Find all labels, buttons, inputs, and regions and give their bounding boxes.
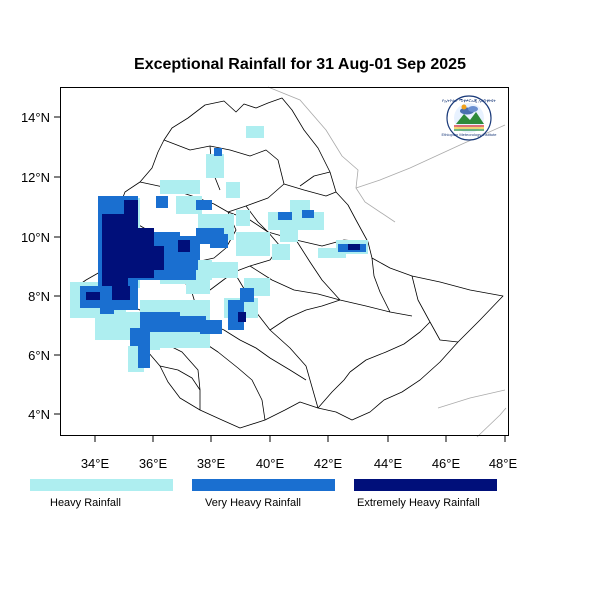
very-heavy-rainfall-pixel — [200, 320, 222, 334]
very-heavy-rainfall-pixel — [228, 300, 244, 330]
x-tick-label: 38°E — [197, 456, 226, 471]
very-heavy-rainfall-pixel — [278, 212, 292, 220]
heavy-rainfall-pixel — [206, 154, 224, 178]
logo-top-text: የኢትዮጵያ ሚቲዎሮሎጂ ኢንስቲትዩት — [442, 98, 496, 103]
x-tick-label: 48°E — [489, 456, 518, 471]
extremely-heavy-rainfall-pixel — [148, 246, 164, 270]
legend-label-extremely-heavy: Extremely Heavy Rainfall — [357, 497, 480, 509]
extremely-heavy-rainfall-pixel — [178, 240, 190, 252]
extremely-heavy-rainfall-pixel — [124, 200, 138, 230]
legend-swatch-heavy — [30, 479, 173, 491]
y-tick-label: 12°N — [21, 170, 50, 185]
legend-swatch-very-heavy — [192, 479, 335, 491]
very-heavy-rainfall-pixel — [210, 234, 228, 248]
extremely-heavy-rainfall-pixel — [86, 292, 100, 300]
map-frame — [60, 87, 509, 436]
very-heavy-rainfall-pixel — [302, 210, 314, 218]
rainfall-layer — [70, 126, 368, 372]
legend-label-heavy: Heavy Rainfall — [50, 497, 121, 509]
heavy-rainfall-pixel — [186, 276, 210, 294]
very-heavy-rainfall-pixel — [196, 200, 212, 210]
y-tick-label: 10°N — [21, 230, 50, 245]
extremely-heavy-rainfall-pixel — [348, 244, 360, 250]
heavy-rainfall-pixel — [318, 248, 346, 258]
very-heavy-rainfall-pixel — [214, 148, 222, 156]
heavy-rainfall-pixel — [176, 196, 202, 214]
heavy-rainfall-pixel — [236, 232, 270, 256]
ethiopian-meteorology-institute-logo: የኢትዮጵያ ሚቲዎሮሎጂ ኢንስቲትዩት Ethiopian Meteorol… — [442, 95, 498, 141]
x-axis-labels: 34°E 36°E 38°E 40°E 42°E 44°E 46°E 48°E — [81, 456, 518, 471]
legend-swatch-extremely-heavy — [354, 479, 497, 491]
heavy-rainfall-pixel — [160, 180, 200, 194]
heavy-rainfall-pixel — [180, 300, 202, 316]
logo-bottom-text: Ethiopian Meteorology Institute — [442, 132, 498, 137]
x-tick-label: 34°E — [81, 456, 110, 471]
map-title: Exceptional Rainfall for 31 Aug-01 Sep 2… — [134, 56, 466, 73]
heavy-rainfall-pixel — [246, 126, 264, 138]
extremely-heavy-rainfall-pixel — [112, 286, 130, 300]
x-tick-label: 42°E — [314, 456, 343, 471]
axis-ticks — [54, 116, 506, 442]
very-heavy-rainfall-pixel — [156, 196, 168, 208]
y-axis-labels: 14°N 12°N 10°N 8°N 6°N 4°N — [21, 110, 50, 422]
heavy-rainfall-pixel — [226, 182, 240, 198]
heavy-rainfall-pixel — [272, 244, 290, 260]
very-heavy-rainfall-pixel — [130, 328, 150, 346]
extremely-heavy-rainfall-pixel — [102, 214, 128, 286]
very-heavy-rainfall-pixel — [100, 302, 114, 314]
x-tick-label: 44°E — [374, 456, 403, 471]
heavy-rainfall-pixel — [280, 228, 298, 242]
y-tick-label: 4°N — [28, 407, 50, 422]
y-tick-label: 14°N — [21, 110, 50, 125]
very-heavy-rainfall-pixel — [180, 316, 206, 332]
very-heavy-rainfall-pixel — [188, 260, 198, 270]
y-tick-label: 8°N — [28, 289, 50, 304]
very-heavy-rainfall-pixel — [140, 312, 180, 332]
y-tick-label: 6°N — [28, 348, 50, 363]
extremely-heavy-rainfall-pixel — [238, 312, 246, 322]
x-tick-label: 46°E — [432, 456, 461, 471]
x-tick-label: 36°E — [139, 456, 168, 471]
very-heavy-rainfall-pixel — [240, 288, 254, 302]
heavy-rainfall-pixel — [236, 210, 250, 226]
legend-label-very-heavy: Very Heavy Rainfall — [205, 497, 301, 509]
x-tick-label: 40°E — [256, 456, 285, 471]
very-heavy-rainfall-pixel — [138, 344, 150, 368]
